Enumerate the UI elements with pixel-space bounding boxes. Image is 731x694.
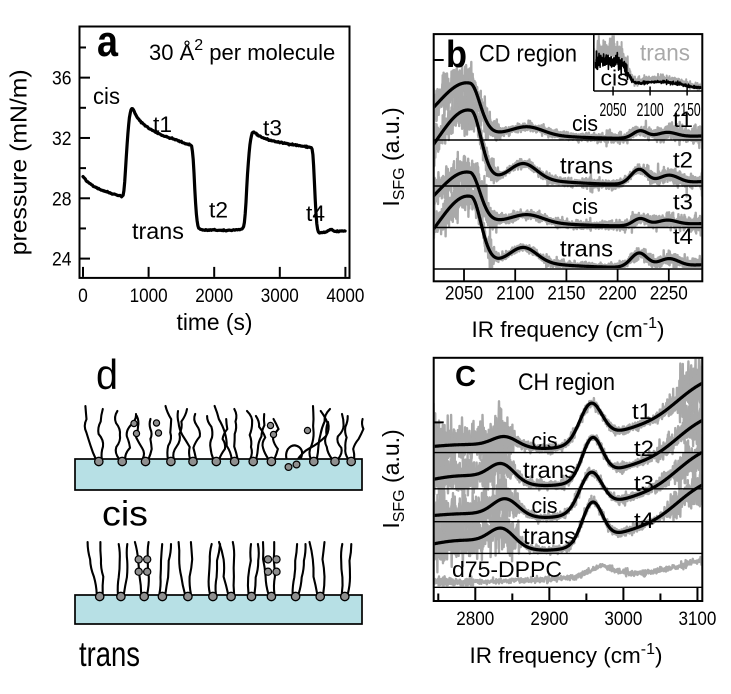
svg-text:0: 0 [78, 285, 88, 307]
svg-text:2150: 2150 [547, 283, 585, 305]
svg-text:trans: trans [523, 523, 576, 549]
svg-text:trans: trans [79, 635, 140, 674]
svg-text:cis: cis [601, 66, 629, 91]
svg-text:t3: t3 [673, 190, 693, 215]
svg-text:CD region: CD region [479, 41, 577, 68]
svg-text:CH region: CH region [518, 369, 615, 396]
svg-text:d75-DPPC: d75-DPPC [452, 557, 562, 582]
svg-text:trans: trans [560, 153, 613, 179]
svg-text:cis: cis [572, 111, 598, 136]
svg-text:t2: t2 [209, 198, 228, 223]
svg-text:pressure (mN/m): pressure (mN/m) [6, 69, 32, 255]
svg-text:36: 36 [52, 68, 72, 90]
svg-text:b: b [446, 34, 467, 76]
svg-text:d: d [96, 351, 118, 398]
svg-text:3000: 3000 [261, 285, 299, 307]
svg-text:2050: 2050 [600, 100, 627, 120]
svg-text:24: 24 [52, 249, 72, 271]
svg-text:trans: trans [560, 236, 613, 262]
svg-text:cis: cis [532, 493, 558, 518]
svg-text:cis: cis [102, 495, 148, 534]
svg-text:2000: 2000 [195, 285, 233, 307]
svg-text:IR frequency (cm-1): IR frequency (cm-1) [469, 641, 662, 668]
svg-text:trans: trans [132, 218, 184, 244]
svg-text:3000: 3000 [604, 608, 642, 630]
svg-text:t4: t4 [673, 224, 693, 249]
svg-text:t1: t1 [673, 107, 693, 132]
svg-text:t3: t3 [634, 471, 654, 496]
svg-text:1000: 1000 [130, 285, 168, 307]
svg-text:28: 28 [52, 188, 72, 210]
svg-text:cis: cis [532, 428, 558, 453]
svg-text:2250: 2250 [650, 283, 688, 305]
svg-text:2100: 2100 [637, 100, 664, 120]
svg-text:30 Å2 per molecule: 30 Å2 per molecule [149, 37, 335, 65]
svg-text:4000: 4000 [326, 285, 364, 307]
svg-text:2050: 2050 [445, 283, 483, 305]
svg-text:C: C [455, 361, 476, 393]
svg-text:3100: 3100 [678, 608, 716, 630]
svg-text:trans: trans [523, 457, 576, 483]
svg-text:cis: cis [93, 83, 120, 109]
svg-text:a: a [97, 17, 118, 66]
svg-text:t2: t2 [673, 148, 693, 173]
svg-text:cis: cis [572, 194, 598, 219]
svg-text:32: 32 [52, 128, 72, 150]
svg-text:ISFG (a.u.): ISFG (a.u.) [378, 107, 408, 206]
svg-text:2200: 2200 [599, 283, 637, 305]
svg-text:2100: 2100 [496, 283, 534, 305]
svg-text:trans: trans [640, 40, 690, 66]
svg-text:IR frequency (cm-1): IR frequency (cm-1) [471, 315, 664, 342]
svg-text:2800: 2800 [456, 608, 494, 630]
svg-text:t1: t1 [632, 399, 652, 424]
svg-text:2900: 2900 [530, 608, 568, 630]
svg-text:t3: t3 [263, 116, 282, 141]
svg-text:t2: t2 [634, 436, 654, 461]
svg-text:2150: 2150 [674, 100, 701, 120]
svg-text:time (s): time (s) [177, 309, 253, 335]
svg-text:t4: t4 [634, 508, 654, 533]
svg-text:t1: t1 [153, 112, 172, 137]
svg-text:ISFG (a.u.): ISFG (a.u.) [378, 429, 408, 528]
